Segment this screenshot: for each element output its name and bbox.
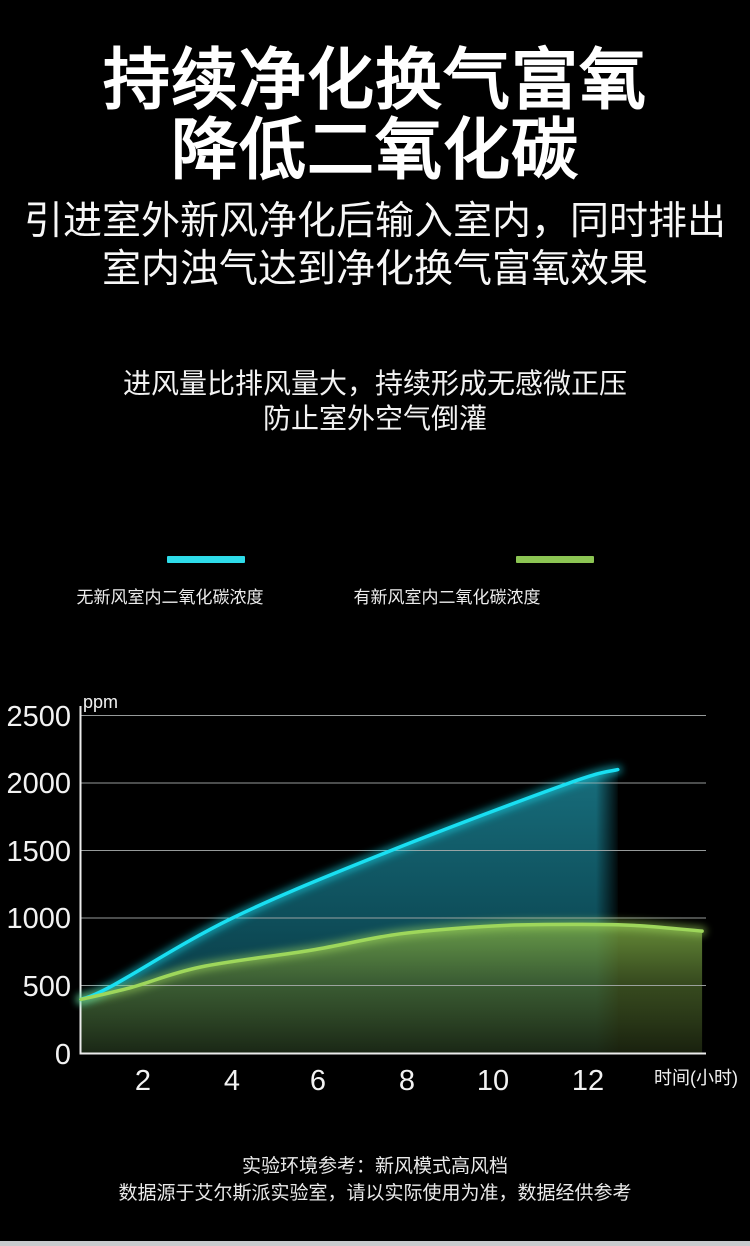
no-ventilation-line xyxy=(79,767,620,1002)
x-tick-8: 8 xyxy=(399,1065,415,1097)
legend-swatch-with-ventilation xyxy=(516,556,594,563)
page-subtitle: 引进室外新风净化后输入室内，同时排出 室内浊气达到净化换气富氧效果 xyxy=(0,198,750,294)
y-axis-ticks: 2500 2000 1500 1000 500 0 xyxy=(6,701,71,1071)
x-tick-10: 10 xyxy=(477,1065,509,1097)
with-ventilation-line xyxy=(79,922,704,1002)
footer-disclaimer: 实验环境参考：新风模式高风档 数据源于艾尔斯派实验室，请以实际使用为准，数据经供… xyxy=(0,1153,750,1207)
with-ventilation-area-fill xyxy=(80,924,703,1054)
footer-line2: 数据源于艾尔斯派实验室，请以实际使用为准，数据经供参考 xyxy=(118,1183,632,1204)
page-title-line2: 降低二氧化碳 xyxy=(171,113,579,188)
y-tick-0: 0 xyxy=(55,1039,71,1071)
pressure-note: 进风量比排风量大，持续形成无感微正压 防止室外空气倒灌 xyxy=(0,366,750,436)
y-tick-1500: 1500 xyxy=(6,836,71,868)
legend-label-with-ventilation: 有新风室内二氧化碳浓度 xyxy=(353,588,541,607)
x-axis-ticks: 2 4 6 8 10 12 xyxy=(135,1065,604,1097)
subtitle-line1: 引进室外新风净化后输入室内，同时排出 xyxy=(23,200,726,243)
y-tick-2000: 2000 xyxy=(6,768,71,800)
footer-line1: 实验环境参考：新风模式高风档 xyxy=(241,1156,508,1177)
legend-label-no-ventilation: 无新风室内二氧化碳浓度 xyxy=(76,588,264,607)
x-tick-2: 2 xyxy=(135,1065,151,1097)
y-tick-500: 500 xyxy=(23,971,71,1003)
pressure-note-line1: 进风量比排风量大，持续形成无感微正压 xyxy=(122,368,627,399)
x-tick-12: 12 xyxy=(572,1065,604,1097)
x-axis-title: 时间(小时) xyxy=(654,1068,738,1088)
legend-swatch-no-ventilation xyxy=(167,556,245,563)
bottom-divider xyxy=(0,1241,750,1246)
co2-line-chart: 2500 2000 1500 1000 500 0 ppm 2 4 6 8 10… xyxy=(6,692,738,1097)
y-tick-2500: 2500 xyxy=(6,701,71,733)
pressure-note-line2: 防止室外空气倒灌 xyxy=(262,403,487,434)
y-axis-unit-label: ppm xyxy=(83,692,118,712)
page-title: 持续净化换气富氧 降低二氧化碳 xyxy=(0,46,750,186)
page-title-line1: 持续净化换气富氧 xyxy=(103,43,647,118)
y-tick-1000: 1000 xyxy=(6,903,71,935)
x-tick-4: 4 xyxy=(224,1065,240,1097)
subtitle-line2: 室内浊气达到净化换气富氧效果 xyxy=(101,248,648,291)
x-tick-6: 6 xyxy=(310,1065,326,1097)
